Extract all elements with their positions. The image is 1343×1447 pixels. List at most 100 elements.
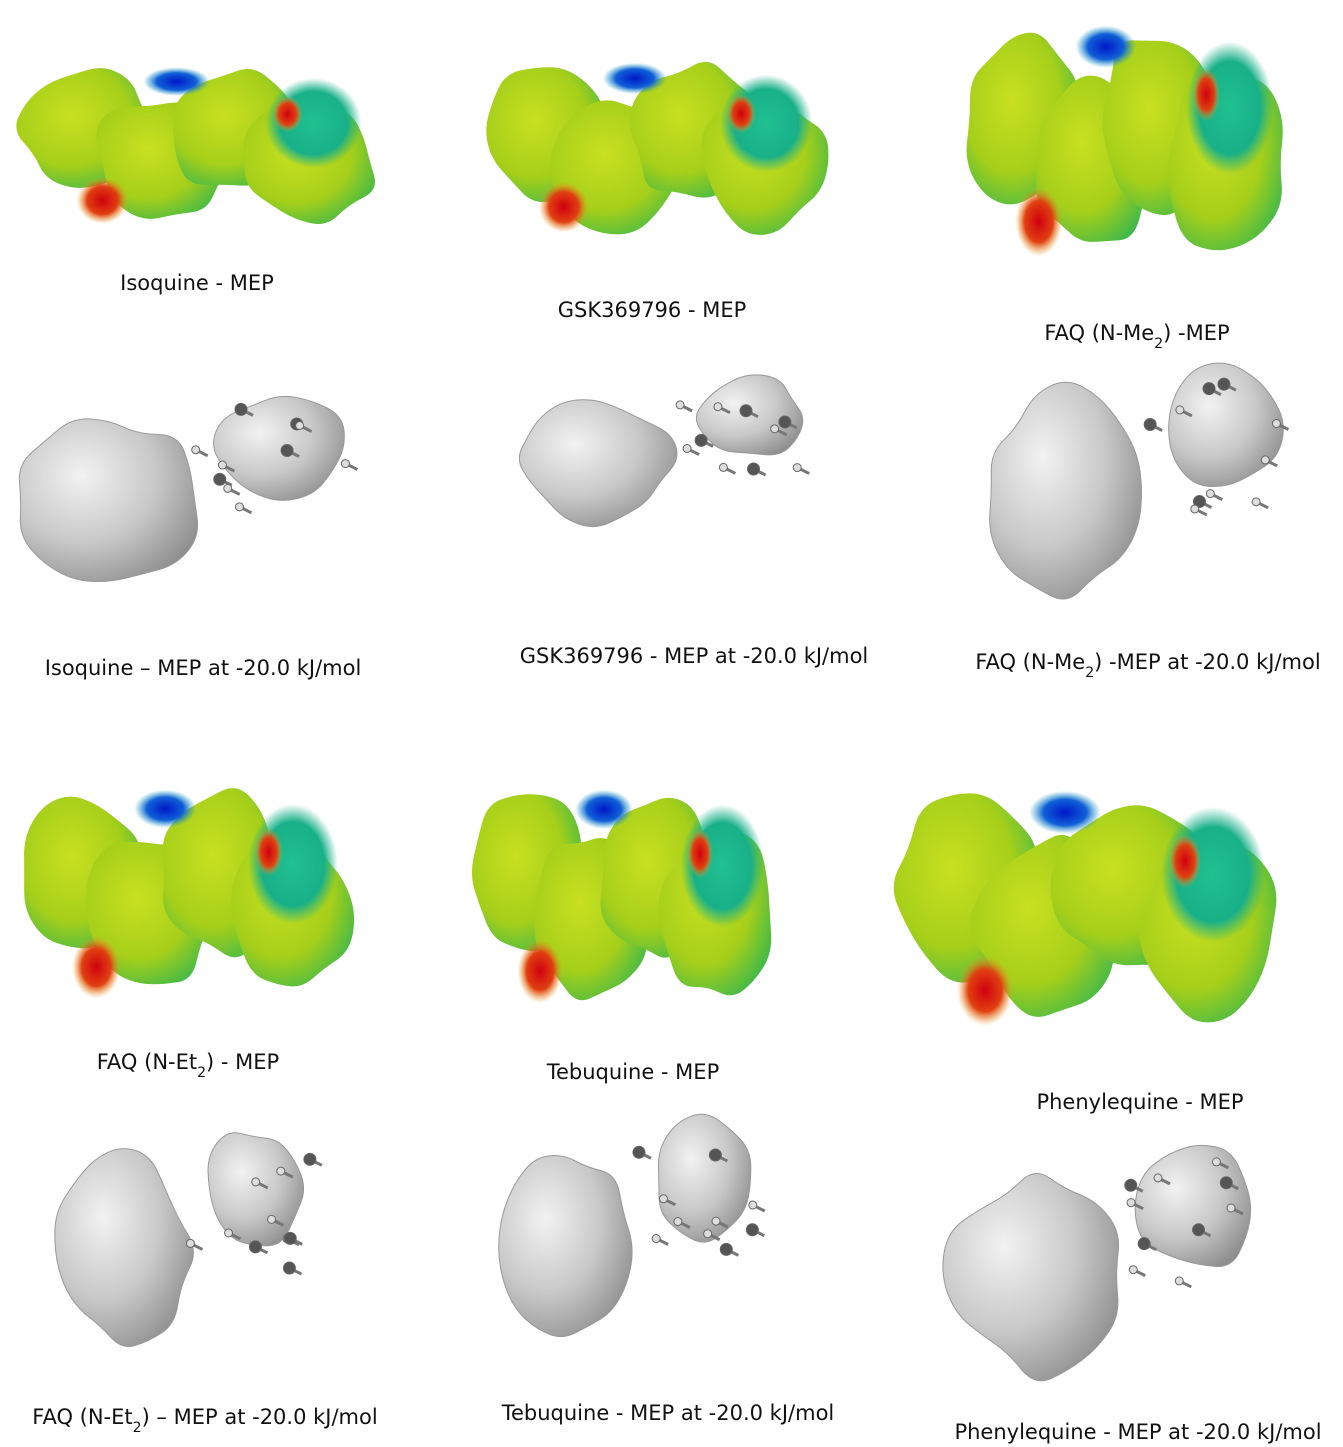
caption: Isoquine - MEP	[120, 271, 274, 295]
atom	[714, 403, 722, 411]
caption-text: ) -MEP	[1163, 321, 1230, 345]
atom	[214, 473, 226, 485]
electron-rich-region	[957, 956, 1013, 1026]
atom	[268, 1215, 276, 1223]
mep-surface	[486, 62, 828, 235]
electron-rich-region	[255, 828, 283, 876]
atom	[709, 1149, 721, 1161]
atom	[341, 460, 349, 468]
caption-text: Phenylequine - MEP	[1036, 1090, 1243, 1114]
isosurface-lobe	[658, 1114, 750, 1242]
mep-surface	[472, 790, 771, 1003]
electron-rich-region	[518, 939, 563, 1003]
caption-text: Tebuquine - MEP at -20.0 kJ/mol	[501, 1401, 835, 1425]
atom	[748, 463, 760, 475]
atom	[252, 1178, 260, 1186]
caption-subscript: 2	[133, 1420, 142, 1436]
isosurface-body	[499, 1156, 632, 1337]
caption-subscript: 2	[1154, 336, 1163, 352]
caption-text: FAQ (N-Et	[97, 1050, 197, 1074]
atom	[1206, 490, 1214, 498]
electron-rich-region	[687, 829, 713, 878]
electron-rich-region	[77, 177, 129, 224]
atom	[652, 1235, 660, 1243]
caption-text: Isoquine – MEP at -20.0 kJ/mol	[45, 656, 362, 680]
atom	[1220, 1177, 1232, 1189]
caption-text: ) - MEP	[206, 1050, 279, 1074]
isosurface	[499, 1114, 765, 1336]
negative-region	[575, 790, 633, 829]
negative-region	[134, 790, 196, 828]
atom	[720, 1243, 732, 1255]
caption-text: FAQ (N-Me	[1044, 321, 1154, 345]
negative-region	[143, 67, 210, 96]
mep-surface	[894, 791, 1277, 1026]
atom	[676, 401, 684, 409]
isosurface-lobe	[214, 396, 345, 500]
atom	[235, 403, 247, 415]
isosurface-body	[943, 1173, 1119, 1380]
isosurface	[19, 396, 357, 581]
atom	[277, 1167, 285, 1175]
caption: GSK369796 - MEP	[558, 298, 747, 322]
atom	[218, 461, 226, 469]
electron-rich-region	[1193, 68, 1220, 121]
atom	[683, 445, 691, 453]
atom	[1193, 1224, 1205, 1236]
caption-text: FAQ (N-Me	[975, 650, 1085, 674]
electron-rich-region	[1169, 834, 1201, 888]
isosurface-body	[990, 382, 1142, 599]
figure: Isoquine - MEPGSK369796 - MEPFAQ (N-Me2)…	[0, 0, 1343, 1447]
atom	[674, 1218, 682, 1226]
atom	[719, 463, 727, 471]
atom	[1227, 1204, 1235, 1212]
atom	[235, 503, 243, 511]
electron-rich-region	[539, 182, 589, 233]
caption-text: Tebuquine - MEP	[546, 1060, 720, 1084]
negative-region	[1029, 791, 1101, 834]
isosurface	[990, 363, 1289, 599]
isosurface	[519, 375, 809, 527]
electron-rich-region	[72, 936, 120, 998]
atom	[281, 444, 293, 456]
atom	[1252, 498, 1260, 506]
atom	[659, 1195, 667, 1203]
caption: Tebuquine - MEP	[546, 1060, 720, 1084]
electron-rich-region	[273, 96, 303, 132]
atom	[793, 464, 801, 472]
atom	[1129, 1266, 1137, 1274]
caption-text: ) – MEP at -20.0 kJ/mol	[142, 1405, 378, 1429]
mep-surface	[24, 788, 354, 998]
caption: FAQ (N-Me2) -MEP at -20.0 kJ/mol	[975, 650, 1320, 681]
caption: FAQ (N-Me2) -MEP	[1044, 321, 1229, 352]
caption: GSK369796 - MEP at -20.0 kJ/mol	[520, 644, 869, 668]
mep-surface	[967, 26, 1283, 257]
caption-text: GSK369796 - MEP	[558, 298, 747, 322]
electron-rich-region	[727, 94, 755, 133]
caption-text: ) -MEP at -20.0 kJ/mol	[1094, 650, 1321, 674]
caption: Isoquine – MEP at -20.0 kJ/mol	[45, 656, 362, 680]
atom	[1218, 378, 1230, 390]
atom	[633, 1146, 645, 1158]
atom	[1203, 383, 1215, 395]
atom	[712, 1217, 720, 1225]
atom	[1261, 456, 1269, 464]
atom	[704, 1230, 712, 1238]
caption-text: GSK369796 - MEP at -20.0 kJ/mol	[520, 644, 869, 668]
isosurface-body	[55, 1149, 194, 1347]
atom	[1191, 505, 1199, 513]
atom	[192, 446, 200, 454]
atom	[186, 1239, 194, 1247]
caption-subscript: 2	[197, 1065, 206, 1081]
atom	[1272, 420, 1280, 428]
isosurface	[943, 1145, 1251, 1380]
atom	[224, 484, 232, 492]
negative-region	[1076, 26, 1136, 68]
atom	[1175, 1277, 1183, 1285]
atom	[284, 1232, 296, 1244]
atom	[1125, 1179, 1137, 1191]
electron-rich-region	[1015, 187, 1062, 256]
caption: Phenylequine - MEP	[1036, 1090, 1243, 1114]
atom	[283, 1262, 295, 1274]
isosurface	[55, 1133, 322, 1347]
